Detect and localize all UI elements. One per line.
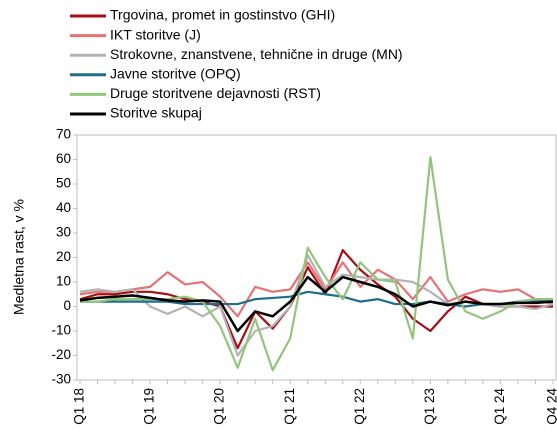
series-line — [80, 290, 554, 308]
legend-label: Trgovina, promet in gostinstvo (GHI) — [110, 7, 335, 23]
x-tick-label: Q1 18 — [72, 388, 87, 425]
x-tick-label: Q1 20 — [212, 388, 227, 425]
y-tick-label: 50 — [56, 176, 71, 191]
legend-label: Strokovne, znanstvene, tehnične in druge… — [110, 46, 403, 62]
x-tick-label: Q1 23 — [422, 388, 437, 425]
y-tick-label: 60 — [56, 151, 71, 166]
series-line — [79, 249, 553, 350]
y-tick-label: 10 — [56, 274, 71, 289]
x-tick-label: Q1 19 — [142, 388, 157, 425]
plot-frame — [76, 134, 557, 381]
y-tick-label: 40 — [56, 200, 71, 215]
x-tick-label: Q1 22 — [352, 388, 367, 425]
y-tick-label: 0 — [63, 298, 71, 313]
y-tick-label: 70 — [56, 127, 71, 142]
y-tick-label: -10 — [51, 323, 71, 338]
legend-label: Druge storitvene dejavnosti (RST) — [110, 85, 321, 101]
legend-label: Javne storitve (OPQ) — [110, 66, 241, 82]
y-tick-label: -20 — [51, 347, 71, 362]
legend-label: IKT storitve (J) — [110, 26, 201, 42]
y-tick-label: 20 — [56, 249, 71, 264]
x-tick-label: Q1 24 — [492, 388, 507, 425]
x-tick-label: Q1 21 — [282, 388, 297, 425]
y-tick-label: 30 — [56, 225, 71, 240]
series-line — [80, 155, 553, 372]
y-tick-label: -30 — [51, 372, 71, 387]
series-line — [79, 261, 554, 318]
x-tick-label: Q4 24 — [545, 388, 557, 425]
series-line — [79, 275, 554, 333]
legend-label: Storitve skupaj — [110, 105, 202, 121]
y-axis-label: Medletna rast, v % — [11, 199, 27, 315]
